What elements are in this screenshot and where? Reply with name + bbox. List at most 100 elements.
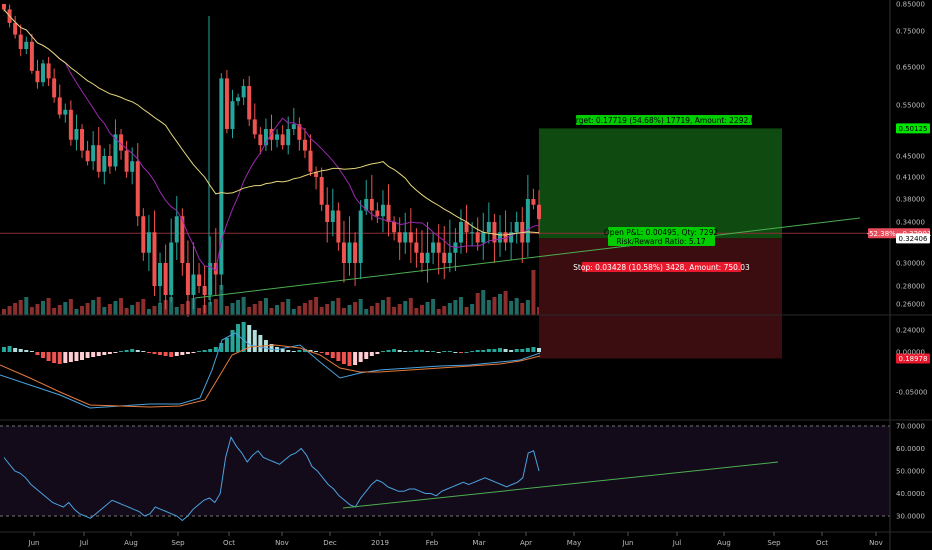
- volume-bar: [230, 303, 235, 315]
- volume-bars: [2, 270, 541, 315]
- macd-histogram-bar: [35, 352, 40, 355]
- position-tool[interactable]: [0, 128, 890, 359]
- target-zone[interactable]: [539, 128, 782, 239]
- macd-histogram-bar: [146, 352, 151, 353]
- volume-bar: [408, 298, 413, 315]
- volume-bar: [481, 290, 486, 315]
- macd-histogram-bar: [503, 349, 508, 352]
- candle-body: [29, 41, 34, 71]
- volume-bar: [224, 306, 229, 315]
- candle-body: [163, 263, 168, 295]
- macd-histogram-bar: [464, 352, 469, 353]
- slow-ma-line: [3, 9, 540, 236]
- volume-bar: [280, 302, 285, 315]
- macd-histogram-bar: [236, 324, 241, 352]
- volume-bar: [319, 307, 324, 315]
- price-axis-tick: 0.45000: [896, 153, 925, 161]
- candle-body: [280, 134, 285, 146]
- volume-bar: [169, 297, 174, 315]
- candle-body: [486, 222, 491, 233]
- macd-histogram-bar: [436, 352, 441, 353]
- candle-body: [525, 199, 530, 243]
- candle-body: [152, 232, 157, 286]
- price-axis-tick: 0.41000: [896, 174, 925, 182]
- macd-histogram-bar: [458, 352, 463, 353]
- time-axis-tick: Apr: [520, 539, 532, 547]
- volume-bar: [74, 309, 79, 315]
- price-axis-tick: 0.75000: [896, 28, 925, 36]
- macd-histogram-bar: [102, 352, 107, 355]
- price-axis-tick: 0.38000: [896, 196, 925, 204]
- volume-bar: [330, 301, 335, 315]
- candle-body: [124, 150, 129, 172]
- volume-bar: [208, 302, 213, 315]
- volume-bar: [336, 298, 341, 315]
- rsi-trendline[interactable]: [342, 461, 779, 509]
- candle-body: [470, 232, 475, 234]
- candle-body: [431, 242, 436, 253]
- volume-bar: [18, 300, 23, 315]
- candle-body: [442, 252, 447, 263]
- price-badge: 0.50125: [899, 125, 928, 133]
- macd-histogram-bar: [419, 350, 424, 352]
- volume-bar: [124, 308, 129, 315]
- candle-body: [119, 134, 124, 151]
- volume-bar: [414, 308, 419, 315]
- candle-body: [319, 177, 324, 205]
- time-axis-tick: Nov: [275, 539, 289, 547]
- volume-bar: [107, 304, 112, 315]
- candle-body: [364, 199, 369, 211]
- time-axis-tick: Sep: [767, 539, 781, 547]
- macd-histogram-bar: [319, 352, 324, 353]
- macd-histogram-bar: [74, 352, 79, 361]
- macd-histogram-bar: [386, 350, 391, 352]
- macd-histogram-bar: [208, 349, 213, 352]
- stop-zone[interactable]: [539, 238, 782, 359]
- volume-bar: [174, 307, 179, 315]
- macd-histogram-bar: [481, 350, 486, 352]
- volume-bar: [135, 302, 140, 315]
- price-axis-tick: 0.26000: [896, 301, 925, 309]
- volume-bar: [308, 300, 313, 315]
- price-trendline[interactable]: [194, 217, 861, 299]
- macd-histogram-bar: [113, 352, 118, 353]
- volume-bar: [297, 306, 302, 315]
- volume-bar: [486, 300, 491, 315]
- candle-body: [314, 171, 319, 177]
- volume-bar: [509, 301, 514, 315]
- volume-bar: [431, 299, 436, 315]
- time-axis-tick: Sep: [171, 539, 185, 547]
- candle-body: [302, 139, 307, 151]
- volume-bar: [80, 306, 85, 315]
- candle-body: [63, 109, 68, 115]
- macd-histogram-bar: [107, 352, 112, 354]
- macd-histogram-bar: [308, 350, 313, 352]
- volume-bar: [52, 308, 57, 315]
- volume-bar: [141, 299, 146, 315]
- volume-bar: [241, 297, 246, 315]
- volume-bar: [531, 270, 536, 315]
- rsi-axis-tick: 30.0000: [896, 513, 925, 521]
- candle-body: [258, 134, 263, 146]
- candle-body: [414, 242, 419, 253]
- volume-bar: [353, 302, 358, 315]
- macd-histogram-bar: [185, 352, 190, 354]
- rsi-band: [0, 426, 890, 516]
- price-axis-tick: 0.30000: [896, 260, 925, 268]
- candle-body: [85, 150, 90, 162]
- volume-bar: [369, 306, 374, 315]
- candle-body: [41, 63, 46, 83]
- position-labels: Target: 0.17719 (54.68%) 17719, Amount: …: [567, 115, 760, 272]
- volume-bar: [152, 306, 157, 315]
- macd-histogram-bar: [330, 352, 335, 358]
- macd-histogram-bar: [158, 352, 163, 355]
- macd-histogram-bar: [403, 351, 408, 352]
- risk-reward-label: Risk/Reward Ratio: 5.17: [616, 237, 705, 246]
- time-axis-tick: Aug: [717, 539, 731, 547]
- candle-body: [236, 97, 241, 102]
- macd-histogram-bar: [341, 352, 346, 364]
- macd-histogram-bar: [497, 348, 502, 352]
- macd-histogram-bar: [364, 352, 369, 359]
- candle-body: [531, 199, 536, 205]
